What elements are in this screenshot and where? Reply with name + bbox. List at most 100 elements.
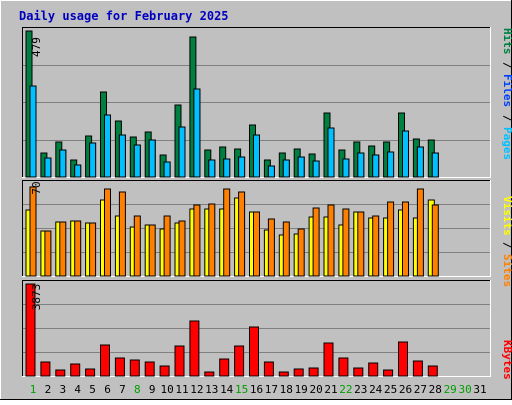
bar-sites — [357, 211, 365, 277]
y-max-label-sites: 70 — [30, 181, 43, 194]
bar-pages — [297, 156, 305, 178]
bar-pages — [416, 146, 424, 178]
bar-pages — [118, 134, 126, 178]
x-axis-day-label: 24 — [369, 383, 383, 396]
legend-sep: / — [501, 115, 512, 122]
x-axis-day-label: 11 — [175, 383, 188, 396]
legend-pages: Pages — [501, 127, 512, 160]
x-axis-day-label: 16 — [250, 383, 263, 396]
bar-pages — [402, 130, 409, 178]
bar-sites — [282, 221, 290, 277]
bar-kbytes — [204, 371, 215, 377]
bar-kbytes — [144, 361, 155, 377]
bar-kbytes — [278, 371, 289, 377]
bar-kbytes — [427, 365, 438, 377]
bar-kbytes — [383, 369, 394, 377]
bar-kbytes — [219, 358, 230, 377]
bar-sites — [163, 215, 171, 277]
bar-pages — [431, 152, 439, 178]
bar-kbytes — [129, 359, 140, 377]
x-axis-day-label: 14 — [220, 383, 234, 396]
bar-sites — [104, 188, 111, 277]
x-axis-day-label: 9 — [149, 383, 156, 396]
x-axis-day-label: 23 — [354, 383, 367, 396]
x-axis-day-label: 21 — [324, 383, 337, 396]
legend-visits: Visits — [501, 196, 512, 236]
bar-pages — [148, 139, 156, 178]
bar-sites — [253, 211, 260, 277]
bar-sites — [402, 201, 409, 277]
bar-pages — [193, 88, 201, 178]
bar-sites — [416, 188, 424, 277]
bar-kbytes — [338, 357, 349, 377]
legend-sites: Sites — [501, 254, 512, 287]
x-axis-day-label: 8 — [134, 383, 141, 396]
x-axis-day-label: 31 — [473, 383, 486, 396]
bar-sites — [74, 220, 82, 277]
bar-pages — [208, 159, 216, 178]
bar-kbytes — [234, 345, 245, 377]
bar-kbytes — [412, 360, 423, 377]
bar-pages — [44, 157, 52, 178]
bar-kbytes — [174, 345, 185, 377]
x-axis-day-label: 15 — [235, 383, 248, 396]
bar-pages — [282, 159, 290, 178]
x-axis-day-label: 12 — [190, 383, 203, 396]
x-axis-day-label: 4 — [74, 383, 81, 396]
x-axis-day-label: 27 — [414, 383, 427, 396]
legend-files: Files — [501, 74, 512, 107]
bar-sites — [118, 191, 126, 277]
x-axis-day-label: 2 — [45, 383, 52, 396]
bar-kbytes — [368, 362, 379, 377]
bar-kbytes — [323, 342, 334, 377]
bar-kbytes — [189, 320, 200, 377]
legend-sites-visits: Visits / Sites — [501, 196, 512, 287]
bar-sites — [89, 222, 97, 277]
x-axis-day-label: 10 — [160, 383, 173, 396]
bar-sites — [59, 221, 67, 277]
x-axis-day-label: 30 — [458, 383, 471, 396]
bar-pages — [178, 126, 186, 178]
legend-hits-files-pages: Hits / Files / Pages — [501, 28, 512, 160]
bar-pages — [238, 156, 246, 178]
bar-sites — [208, 203, 216, 277]
bar-sites — [372, 215, 380, 277]
bar-kbytes — [40, 361, 51, 377]
x-axis-day-label: 6 — [104, 383, 111, 396]
bar-sites — [312, 207, 320, 277]
bar-kbytes — [353, 367, 364, 377]
bar-pages — [387, 151, 395, 178]
bar-pages — [312, 160, 320, 178]
bar-pages — [357, 152, 365, 178]
x-axis-day-label: 3 — [59, 383, 66, 396]
bar-sites — [431, 204, 439, 277]
legend-hits: Hits — [501, 28, 512, 55]
x-axis-day-label: 13 — [205, 383, 218, 396]
x-axis-day-label: 19 — [295, 383, 308, 396]
bar-kbytes — [100, 344, 110, 377]
bar-kbytes — [293, 368, 304, 377]
legend-kbytes-label: KBytes — [501, 340, 512, 380]
bar-sites — [297, 228, 305, 277]
bar-pages — [342, 158, 350, 178]
bar-kbytes — [25, 283, 36, 377]
x-axis-day-label: 22 — [339, 383, 352, 396]
x-axis-day-label: 29 — [444, 383, 457, 396]
x-axis-day-label: 18 — [280, 383, 293, 396]
bar-sites — [193, 204, 201, 277]
bar-sites — [223, 188, 231, 277]
bar-pages — [74, 164, 82, 178]
x-axis-day-label: 25 — [384, 383, 397, 396]
bar-pages — [372, 154, 380, 178]
bar-kbytes — [85, 368, 96, 377]
bar-sites — [29, 186, 37, 277]
bar-pages — [223, 158, 231, 178]
bar-sites — [178, 220, 186, 277]
bar-sites — [148, 224, 156, 277]
legend-sep: / — [501, 242, 512, 249]
bar-sites — [342, 208, 350, 277]
bar-pages — [327, 127, 335, 178]
x-axis-day-label: 5 — [89, 383, 96, 396]
x-axis-day-label: 28 — [429, 383, 442, 396]
